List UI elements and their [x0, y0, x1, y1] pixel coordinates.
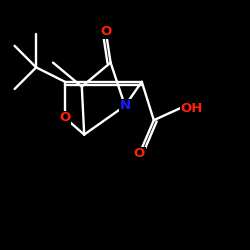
Text: OH: OH: [180, 102, 203, 115]
Text: N: N: [120, 99, 130, 112]
Text: O: O: [134, 147, 145, 160]
Text: O: O: [60, 111, 71, 124]
Text: O: O: [100, 25, 112, 38]
